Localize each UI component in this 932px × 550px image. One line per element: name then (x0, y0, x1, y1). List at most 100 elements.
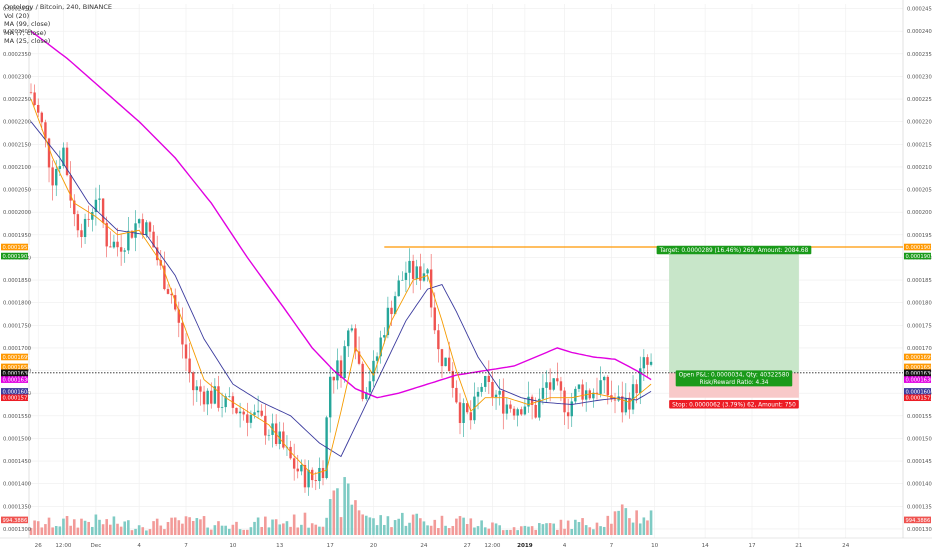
legend-ma25[interactable]: MA (25, close) (4, 37, 51, 46)
y-axis-right[interactable]: 0.0002450 0.0002400 0.0002350 0.0002300 0.00… (907, 7, 932, 533)
volume-bar (422, 521, 426, 535)
volume-bar (195, 518, 199, 535)
volume-bar (80, 518, 83, 535)
x-tick-label: 24 (842, 543, 850, 549)
x-axis[interactable]: 26 12:00 Dec 4 7 10 13 17 20 24 27 12:00 2019 4 7 10 14 1… (35, 543, 850, 549)
y-tick-label-left: 0.0001750 (3, 323, 31, 329)
volume-bar (94, 514, 98, 535)
symbol-title[interactable]: Ontology / Bitcoin, 240, BINANCE (4, 3, 112, 11)
volume-bar (375, 525, 379, 535)
profit-zone[interactable] (669, 247, 799, 373)
candle-body (548, 382, 552, 390)
x-tick-label: 10 (229, 543, 237, 549)
price-tag-right: 0.0001636 (904, 369, 932, 377)
candle-body (224, 396, 227, 408)
volume-bar (599, 526, 602, 535)
price-tag-bg (1, 353, 28, 361)
candle-body (455, 387, 458, 403)
candle-body (62, 147, 65, 167)
candle-body (354, 328, 357, 352)
price-tags: 0.00019570.00019030.00016990.00016580.00… (1, 243, 932, 524)
x-tick-label: 24 (420, 543, 428, 549)
position-labels: Target: 0.0000289 (16.46%) 269, Amount: … (656, 245, 812, 409)
volume-bar (141, 527, 145, 535)
volume-bar (552, 523, 556, 535)
candle-body (47, 138, 51, 168)
price-tag-right: 994.3886 (904, 516, 931, 524)
candle-body (361, 363, 364, 400)
volume-bar (336, 488, 339, 535)
volume-bar (469, 518, 473, 535)
volume-bar (36, 521, 40, 535)
candle-body (339, 360, 343, 378)
candle-body (347, 330, 350, 347)
candle-body (166, 289, 170, 294)
x-tick-label: 26 (35, 543, 43, 549)
volume-bar (170, 517, 173, 535)
volume-bar (426, 525, 429, 535)
volume-bar (235, 521, 238, 535)
y-tick-label-left: 0.0002250 (3, 97, 31, 103)
candle-body (357, 351, 361, 364)
y-tick-label-right: 0.0002450 (907, 7, 932, 13)
candle-body (123, 250, 126, 252)
y-axis-left[interactable]: 0.0002450 0.0002400 0.0002350 0.0002300 0.00… (3, 7, 31, 533)
candle-body (437, 330, 440, 350)
candle-body (458, 402, 462, 424)
volume-bar (462, 517, 465, 535)
volume-bar (339, 517, 343, 535)
price-tag-text: 0.0001630 (3, 378, 31, 384)
volume-bar (548, 523, 552, 535)
volume-bar (292, 514, 296, 535)
candle-body (152, 231, 155, 248)
candle-body (109, 246, 112, 248)
y-tick-label-right: 0.0001400 (907, 482, 932, 488)
volume-bar (516, 530, 519, 535)
ma25-line (30, 121, 652, 458)
volume-bar (177, 520, 181, 535)
candle-body (137, 219, 141, 224)
legend-ma99[interactable]: MA (99, close) (4, 20, 51, 29)
volume-bar (433, 519, 437, 535)
candle-body (365, 392, 368, 400)
target-label: Target: 0.0000289 (16.46%) 269, Amount: … (659, 248, 809, 254)
legend-vol[interactable]: Vol (20) (4, 11, 30, 20)
candle-body (563, 390, 566, 413)
candle-body (440, 349, 444, 367)
volume-bar (51, 527, 54, 535)
price-tag-text: 0.0001903 (906, 245, 932, 251)
candle-body (606, 376, 609, 396)
volume-bar (87, 521, 90, 535)
y-tick-label-left: 0.0001400 (3, 482, 31, 488)
x-tick-label: 7 (610, 543, 614, 549)
candle-body (602, 376, 606, 381)
volume-bar (191, 520, 195, 535)
y-tick-label-left: 0.0001350 (3, 504, 31, 510)
candle-body (401, 279, 404, 281)
volume-bar (112, 516, 116, 535)
price-tag-right: 0.0001572 (904, 394, 932, 402)
volume-bar (29, 527, 33, 535)
volume-bar (282, 523, 285, 535)
y-tick-label-right: 0.0002350 (907, 52, 932, 58)
volume-bar (505, 529, 509, 535)
risk-reward-label: Risk/Reward Ratio: 4.34 (699, 380, 768, 386)
volume-bar (584, 525, 588, 535)
price-tag-bg (1, 394, 28, 402)
candle-body (69, 175, 72, 201)
candle-body (574, 388, 577, 402)
ma7-line (30, 98, 652, 476)
candle-body (87, 218, 90, 220)
stop-label: Stop: 0.0000062 (3.79%) 62, Amount: 750 (672, 402, 796, 408)
volume-bar (152, 521, 155, 535)
volume-bar (498, 525, 501, 535)
volume-bar (246, 529, 249, 535)
volume-bar (487, 528, 491, 535)
candle-body (329, 376, 332, 418)
candle-body (379, 337, 382, 357)
volume-bar (184, 516, 188, 535)
volume-bar (242, 529, 245, 535)
candle-body (127, 230, 130, 251)
legend-ma7[interactable]: MA (7, close) (4, 28, 47, 37)
